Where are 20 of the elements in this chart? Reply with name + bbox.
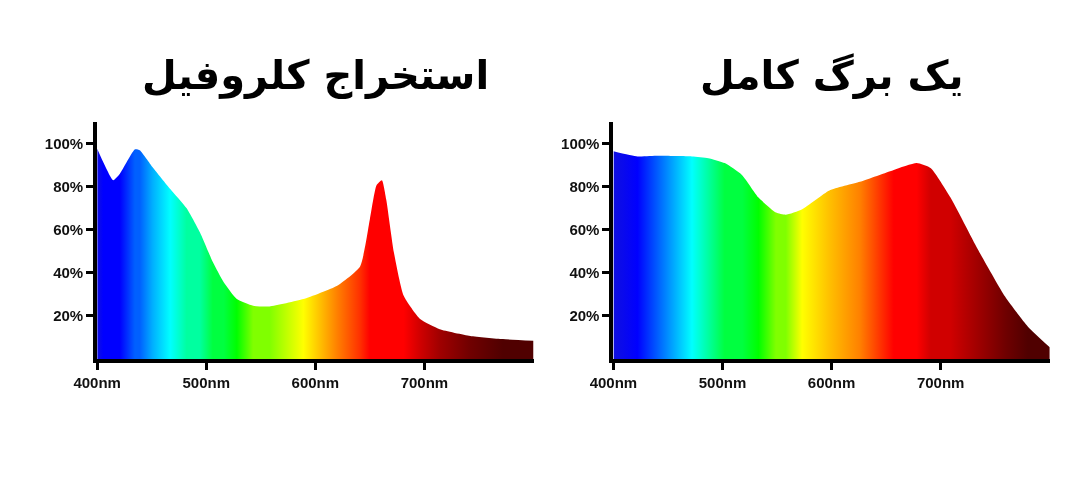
y-tick-label: 40% [53, 264, 84, 282]
y-tick-label: 100% [561, 134, 600, 152]
chart-title: یک برگ کامل [700, 52, 964, 99]
x-tick-label: 500nm [698, 373, 747, 391]
x-tick-label: 600nm [291, 373, 340, 391]
chart-title: استخراج کلروفیل [142, 52, 490, 99]
y-tick-label: 20% [569, 307, 600, 325]
x-tick-label: 500nm [182, 373, 231, 391]
y-tick-label: 100% [44, 134, 84, 152]
x-tick-label: 400nm [589, 373, 638, 391]
x-tick-label: 600nm [807, 373, 856, 391]
y-tick-label: 40% [569, 264, 600, 282]
y-tick-label: 20% [53, 307, 84, 325]
y-tick-label: 60% [53, 221, 84, 239]
x-tick-label: 700nm [400, 373, 449, 391]
y-tick-label: 80% [569, 178, 600, 196]
x-tick-label: 700nm [916, 373, 965, 391]
y-tick-label: 60% [569, 221, 600, 239]
y-tick-label: 80% [53, 178, 84, 196]
x-tick-label: 400nm [73, 373, 121, 391]
